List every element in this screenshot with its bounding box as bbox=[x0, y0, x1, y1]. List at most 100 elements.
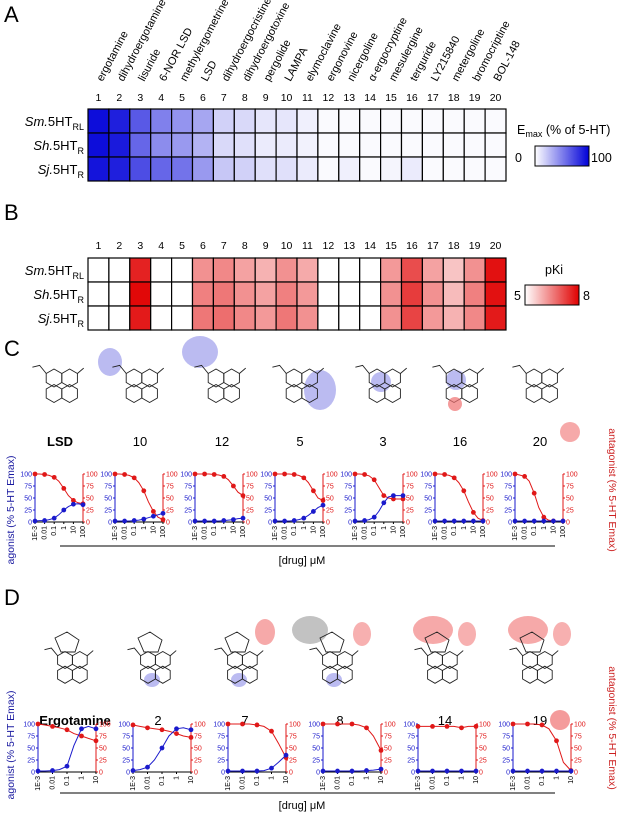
agonist-point bbox=[188, 727, 194, 733]
x-tick-label: 0.1 bbox=[539, 776, 546, 786]
heatmap-cell bbox=[296, 305, 319, 331]
antagonist-point bbox=[51, 474, 57, 480]
column-number: 9 bbox=[263, 240, 269, 252]
right-tick-label: 100 bbox=[406, 472, 418, 479]
agonist-point bbox=[349, 768, 355, 774]
heatmap-cell bbox=[254, 281, 277, 307]
bond bbox=[456, 650, 464, 657]
heatmap-cell bbox=[129, 108, 152, 134]
right-tick-label: 75 bbox=[166, 484, 174, 491]
antagonist-point bbox=[282, 471, 287, 477]
x-tick-label: 100 bbox=[240, 526, 247, 538]
agonist-point bbox=[320, 502, 326, 508]
left-tick-label: 100 bbox=[23, 722, 35, 729]
row-label: Sm.5HTRL bbox=[25, 263, 84, 281]
heatmap-cell bbox=[129, 305, 152, 331]
column-number: 15 bbox=[385, 240, 397, 252]
panel-c-yright-label: antagonist (% 5-HT Emax) bbox=[606, 428, 617, 552]
left-tick-label: 50 bbox=[264, 496, 272, 503]
agonist-point bbox=[352, 518, 358, 524]
x-tick-label: 1E-3 bbox=[415, 776, 422, 791]
right-tick-label: 100 bbox=[246, 472, 258, 479]
x-tick-label: 0.1 bbox=[531, 526, 538, 536]
left-tick-label: 25 bbox=[344, 508, 352, 515]
agonist-point bbox=[130, 768, 136, 773]
x-tick-label: 10 bbox=[390, 526, 397, 534]
left-tick-label: 100 bbox=[340, 472, 352, 479]
heatmap-cell bbox=[212, 132, 235, 158]
left-tick-label: 25 bbox=[184, 508, 192, 515]
antagonist-curve bbox=[115, 473, 164, 521]
right-tick-label: 0 bbox=[86, 520, 90, 527]
ring bbox=[336, 665, 353, 684]
agonist-point bbox=[240, 515, 246, 521]
agonist-point bbox=[50, 768, 55, 773]
x-tick-label: 0.01 bbox=[522, 526, 529, 540]
agonist-point bbox=[430, 768, 435, 774]
bond bbox=[112, 364, 127, 374]
heatmap-cell bbox=[421, 156, 444, 182]
left-tick-label: 0 bbox=[188, 520, 192, 527]
right-tick-label: 100 bbox=[99, 722, 111, 729]
left-tick-label: 0 bbox=[221, 770, 225, 777]
heatmap-cell bbox=[400, 132, 423, 158]
agonist-curve bbox=[195, 517, 244, 522]
agonist-point bbox=[174, 726, 179, 732]
bond bbox=[414, 647, 428, 657]
heatmap-cell bbox=[254, 132, 277, 158]
x-tick-label: 1 bbox=[461, 526, 468, 530]
heatmap-cell bbox=[233, 156, 256, 182]
agonist-point bbox=[510, 768, 516, 774]
column-number: 14 bbox=[364, 240, 376, 252]
compound-label: 10 bbox=[133, 434, 147, 449]
column-number: 10 bbox=[281, 240, 293, 252]
right-tick-label: 100 bbox=[86, 472, 98, 479]
left-tick-label: 0 bbox=[31, 770, 35, 777]
left-tick-label: 0 bbox=[508, 520, 512, 527]
left-tick-label: 50 bbox=[104, 496, 112, 503]
antagonist-point bbox=[459, 725, 464, 731]
antagonist-point bbox=[554, 738, 559, 744]
heatmap-cell bbox=[108, 305, 131, 331]
column-number: 4 bbox=[158, 92, 164, 104]
right-tick-label: 50 bbox=[326, 496, 334, 503]
antagonist-point bbox=[188, 735, 194, 740]
right-tick-label: 75 bbox=[246, 484, 254, 491]
agonist-point bbox=[432, 518, 438, 524]
right-tick-label: 25 bbox=[326, 508, 334, 515]
column-number: 7 bbox=[221, 92, 227, 104]
x-tick-label: 0.01 bbox=[202, 526, 209, 540]
heatmap-cell bbox=[87, 305, 110, 331]
agonist-point bbox=[79, 726, 84, 732]
antagonist-point bbox=[444, 724, 450, 729]
right-tick-label: 0 bbox=[246, 520, 250, 527]
antagonist-point bbox=[141, 488, 147, 494]
heatmap-cell bbox=[380, 132, 403, 158]
column-number: 18 bbox=[448, 240, 460, 252]
right-tick-label: 100 bbox=[326, 472, 338, 479]
x-tick-label: 1E-3 bbox=[35, 776, 42, 791]
column-number: 19 bbox=[469, 240, 481, 252]
panel-c-xlabel: [drug] μM bbox=[279, 555, 326, 567]
ring bbox=[154, 665, 171, 684]
x-tick-label: 1 bbox=[541, 526, 548, 530]
heatmap-cell bbox=[484, 156, 507, 182]
heatmap-cell bbox=[233, 132, 256, 158]
x-tick-label: 0.1 bbox=[291, 526, 298, 536]
agonist-point bbox=[282, 518, 287, 524]
antagonist-point bbox=[442, 472, 447, 477]
antagonist-point bbox=[381, 493, 387, 498]
left-tick-label: 100 bbox=[500, 472, 512, 479]
agonist-point bbox=[35, 768, 41, 774]
x-tick-label: 0.1 bbox=[159, 776, 166, 786]
agonist-point bbox=[254, 768, 260, 774]
column-number: 18 bbox=[448, 92, 460, 104]
heatmap-cell bbox=[442, 257, 465, 283]
column-number: 12 bbox=[323, 92, 335, 104]
ring bbox=[519, 631, 545, 653]
ring bbox=[461, 383, 478, 404]
agonist-point bbox=[512, 518, 518, 524]
